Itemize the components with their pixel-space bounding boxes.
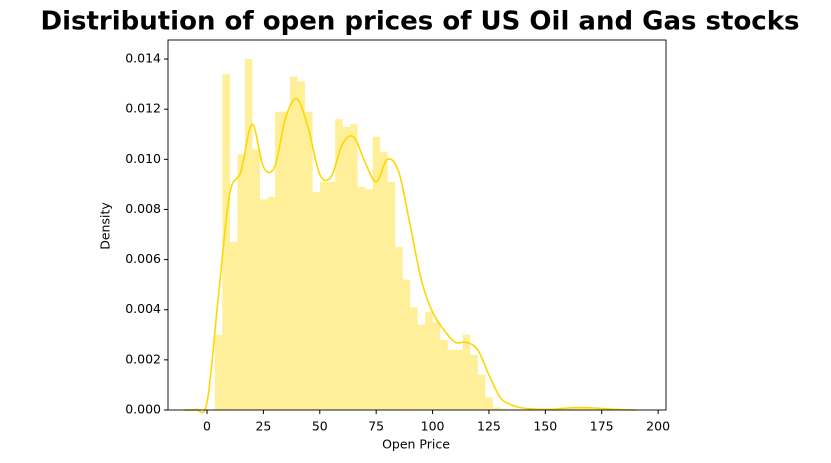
kde-line (184, 98, 636, 414)
bar (425, 312, 433, 410)
bar (560, 408, 568, 410)
x-tick-label: 125 (477, 419, 501, 434)
bar (244, 59, 253, 411)
bar (335, 119, 343, 411)
bar (590, 407, 598, 410)
bar (567, 407, 576, 410)
y-tick-label: 0.004 (125, 301, 161, 316)
bar (350, 124, 358, 410)
bar (222, 74, 230, 411)
x-tick-label: 175 (590, 419, 614, 434)
y-tick-label: 0.006 (125, 251, 161, 266)
bar (500, 408, 508, 410)
bar (282, 111, 291, 411)
y-tick-label: 0.010 (125, 151, 161, 166)
x-tick-label: 150 (533, 419, 557, 434)
plot-frame (167, 39, 667, 411)
bar (455, 349, 463, 410)
bar (229, 242, 238, 410)
x-tick-label: 25 (255, 419, 271, 434)
bar (312, 191, 321, 410)
bar (575, 407, 583, 410)
x-tick-label: 0 (203, 419, 211, 434)
bar (320, 181, 328, 410)
bar (485, 397, 493, 410)
bar (357, 186, 366, 410)
bar (237, 154, 245, 410)
bar (327, 181, 336, 410)
bar (470, 354, 478, 410)
x-tick-label: 100 (421, 419, 445, 434)
bar (440, 339, 448, 410)
x-tick-label: 200 (646, 419, 670, 434)
y-tick-label: 0.000 (125, 402, 161, 417)
x-axis-label: Open Price (382, 437, 450, 452)
bar (252, 149, 260, 410)
bar (477, 374, 486, 410)
bar (402, 279, 411, 410)
bar (290, 76, 298, 411)
x-tick-label: 50 (312, 419, 328, 434)
bar (582, 407, 591, 410)
bar (380, 151, 388, 410)
bar (365, 189, 373, 410)
bar (492, 407, 501, 410)
bar (305, 111, 313, 411)
bar (432, 322, 441, 410)
y-tick-label: 0.002 (125, 351, 161, 366)
bar (297, 81, 306, 411)
bar (274, 111, 283, 411)
bar (372, 136, 381, 410)
bar (214, 334, 223, 410)
y-tick-label: 0.012 (125, 101, 161, 116)
bar (395, 247, 403, 410)
bar (259, 199, 268, 410)
x-tick-label: 75 (368, 419, 384, 434)
bar (447, 349, 456, 410)
bar (410, 307, 418, 410)
y-tick-label: 0.008 (125, 201, 161, 216)
bar (267, 196, 275, 410)
bar (417, 324, 426, 410)
chart-title: Distribution of open prices of US Oil an… (40, 7, 799, 37)
y-axis-label: Density (98, 202, 113, 250)
bar (387, 181, 396, 410)
bar (342, 126, 351, 410)
y-tick-label: 0.014 (125, 51, 161, 66)
bar (462, 334, 471, 410)
